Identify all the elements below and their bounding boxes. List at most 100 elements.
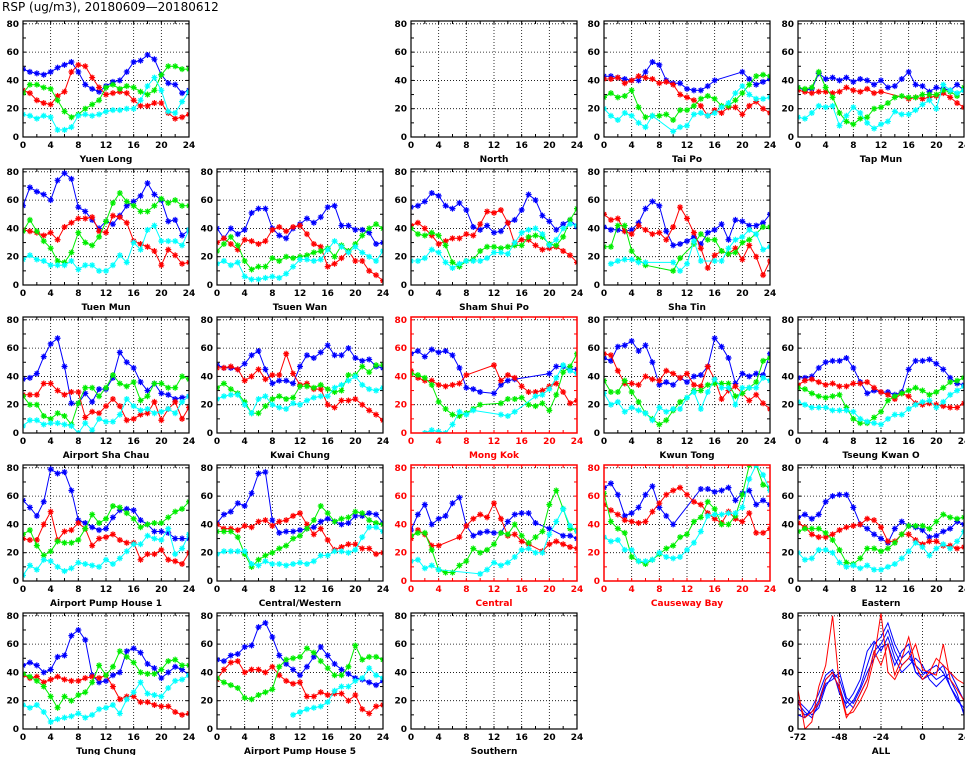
data-point-marker-green xyxy=(54,538,61,545)
data-point-marker-blue xyxy=(366,510,373,517)
data-point-marker-cyan xyxy=(331,548,338,555)
x-tick-label: 12 xyxy=(875,585,888,595)
data-point-marker-red xyxy=(317,689,324,696)
y-tick-label: 40 xyxy=(6,224,19,234)
data-point-marker-red xyxy=(172,252,179,259)
data-point-marker-blue xyxy=(491,229,497,236)
data-point-marker-red xyxy=(345,697,352,704)
data-point-marker-green xyxy=(345,372,352,378)
data-point-marker-blue xyxy=(352,226,359,233)
data-point-marker-green xyxy=(656,421,663,428)
data-point-marker-green xyxy=(546,501,553,508)
panel-title: Sham Shui Po xyxy=(459,303,529,313)
data-point-marker-green xyxy=(262,403,269,410)
data-point-marker-green xyxy=(269,686,276,693)
data-point-marker-green xyxy=(158,380,165,387)
data-point-marker-green xyxy=(116,648,123,655)
data-point-marker-cyan xyxy=(144,405,151,412)
data-point-marker-green xyxy=(414,231,421,238)
x-tick-label: 0 xyxy=(408,289,414,299)
data-point-marker-blue xyxy=(227,225,234,232)
data-point-marker-cyan xyxy=(82,561,89,568)
x-tick-label: 24 xyxy=(183,733,196,743)
plot-frame xyxy=(797,20,965,138)
x-tick-label: 12 xyxy=(294,585,307,595)
data-point-marker-green xyxy=(878,104,884,111)
data-point-marker-green xyxy=(151,87,158,94)
data-point-marker-cyan xyxy=(684,122,690,129)
data-point-marker-blue xyxy=(262,469,269,476)
data-point-marker-red xyxy=(649,231,656,238)
data-point-marker-cyan xyxy=(82,262,89,269)
data-point-marker-blue xyxy=(697,87,704,94)
data-point-marker-cyan xyxy=(428,562,435,569)
data-point-marker-green xyxy=(947,379,954,386)
data-point-marker-blue xyxy=(317,518,324,525)
data-point-marker-green xyxy=(137,524,144,531)
data-point-marker-cyan xyxy=(532,225,539,232)
data-point-marker-green xyxy=(808,525,815,532)
data-point-marker-cyan xyxy=(151,222,158,229)
data-point-marker-red xyxy=(697,245,704,252)
data-point-marker-blue xyxy=(442,202,449,209)
x-tick-label: 16 xyxy=(127,585,140,595)
data-point-marker-blue xyxy=(297,672,303,679)
y-tick-label: 0 xyxy=(207,429,213,439)
data-point-marker-cyan xyxy=(677,124,684,131)
data-point-marker-cyan xyxy=(614,117,621,124)
data-point-marker-cyan xyxy=(303,706,310,713)
data-point-marker-red xyxy=(718,109,725,116)
data-point-marker-cyan xyxy=(954,538,961,545)
data-point-marker-red xyxy=(684,94,690,101)
data-point-marker-blue xyxy=(262,619,269,626)
data-point-marker-green xyxy=(926,391,933,398)
data-point-marker-green xyxy=(324,510,331,517)
data-point-marker-blue xyxy=(283,528,290,535)
x-tick-label: 12 xyxy=(100,141,113,151)
data-point-marker-cyan xyxy=(940,81,947,88)
data-point-marker-cyan xyxy=(947,545,954,552)
data-point-marker-green xyxy=(850,121,857,128)
data-point-marker-cyan xyxy=(75,710,82,717)
data-point-marker-cyan xyxy=(511,553,518,560)
data-point-marker-green xyxy=(165,514,172,521)
data-point-marker-blue xyxy=(690,373,697,380)
data-point-marker-green xyxy=(144,670,151,677)
data-point-marker-red xyxy=(317,243,324,250)
data-point-marker-red xyxy=(635,520,642,526)
data-point-marker-red xyxy=(614,367,621,374)
data-point-marker-blue xyxy=(248,642,255,649)
y-tick-label: 20 xyxy=(200,549,213,559)
panel-title: Tuen Mun xyxy=(82,303,131,313)
data-point-marker-green xyxy=(47,415,54,422)
data-point-marker-blue xyxy=(477,388,484,395)
data-point-marker-red xyxy=(123,90,130,97)
data-point-marker-blue xyxy=(276,232,283,239)
data-point-marker-cyan xyxy=(642,259,649,266)
data-point-marker-green xyxy=(491,541,497,548)
data-point-marker-red xyxy=(352,692,359,699)
data-point-marker-green xyxy=(504,396,511,403)
data-point-marker-red xyxy=(497,515,504,522)
data-point-marker-blue xyxy=(871,81,878,88)
data-point-marker-red xyxy=(303,521,310,528)
x-tick-label: 4 xyxy=(436,437,442,447)
data-point-marker-blue xyxy=(255,470,262,477)
y-tick-label: 20 xyxy=(6,401,19,411)
data-point-marker-green xyxy=(614,388,621,395)
data-point-marker-blue xyxy=(732,216,739,223)
data-point-marker-red xyxy=(656,377,663,384)
data-point-marker-green xyxy=(130,84,137,91)
data-point-marker-red xyxy=(746,510,753,517)
data-point-marker-red xyxy=(567,544,574,551)
data-point-marker-blue xyxy=(255,347,262,354)
data-point-marker-blue xyxy=(933,84,940,91)
data-point-marker-red xyxy=(801,377,808,384)
y-tick-label: 20 xyxy=(6,253,19,263)
data-point-marker-green xyxy=(607,518,614,525)
data-point-marker-green xyxy=(82,384,89,391)
data-point-marker-cyan xyxy=(857,415,864,422)
data-point-marker-blue xyxy=(40,498,47,505)
data-point-marker-cyan xyxy=(303,256,310,263)
